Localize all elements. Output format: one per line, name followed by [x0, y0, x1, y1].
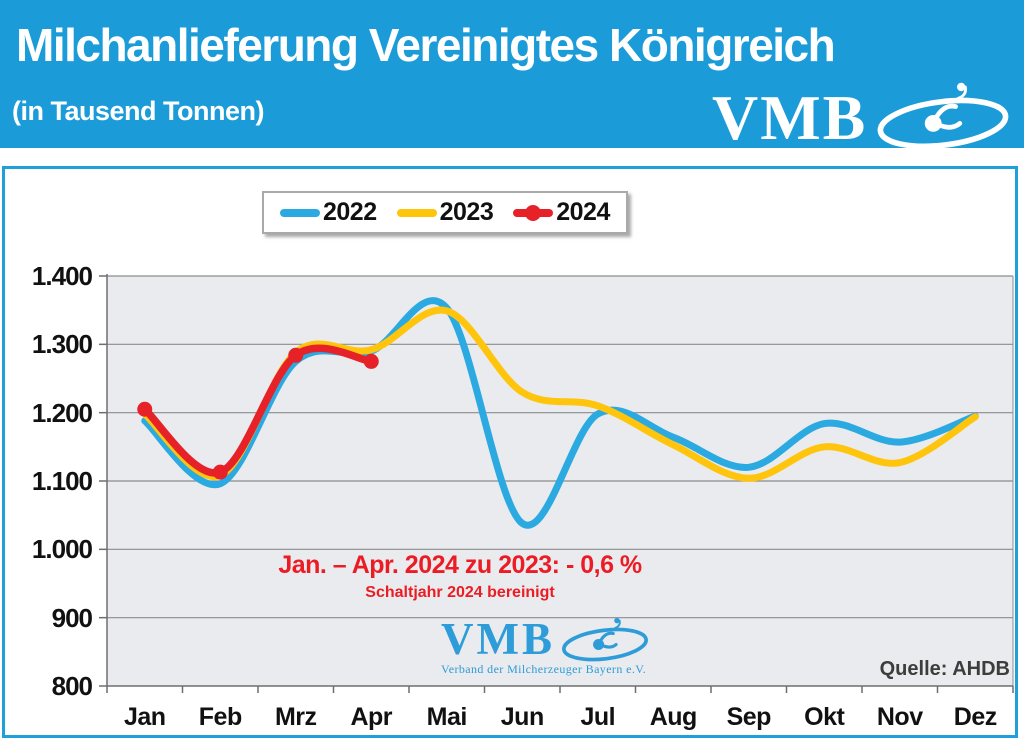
x-axis-label: Sep: [726, 703, 772, 731]
series-marker-2024: [137, 401, 153, 417]
y-axis-label: 800: [51, 671, 93, 701]
watermark-caption: Verband der Milcherzeuger Bayern e.V.: [441, 662, 647, 676]
y-axis-label: 1.400: [31, 261, 93, 291]
x-axis-label: Mrz: [274, 703, 317, 731]
y-axis-label: 1.100: [31, 466, 93, 496]
source-label: Quelle: AHDB: [879, 658, 1010, 680]
vmb-swirl-icon: [877, 82, 1009, 150]
chart-legend: 2022 2023 2024: [262, 191, 628, 234]
watermark-text: VMB: [441, 613, 555, 664]
legend-marker-dot: [525, 204, 542, 221]
series-marker-2024: [288, 347, 304, 363]
x-axis-label: Apr: [350, 703, 393, 731]
series-line-2024: [141, 344, 376, 477]
x-axis-label: Jul: [580, 703, 616, 731]
series-marker-2024: [212, 464, 228, 480]
annotation-main: Jan. – Apr. 2024 zu 2023: - 0,6 %: [278, 551, 642, 579]
legend-item-2024: 2024: [513, 198, 610, 227]
vmb-logo: VMB: [712, 80, 1013, 150]
page-subtitle: (in Tausend Tonnen): [12, 96, 264, 126]
legend-swatch-2024: [513, 204, 554, 221]
series-line-2022: [141, 297, 979, 529]
legend-label-2024: 2024: [556, 198, 610, 226]
y-axis-label: 1.200: [31, 397, 93, 428]
legend-item-2022: 2022: [280, 198, 377, 227]
legend-item-2023: 2023: [396, 198, 494, 227]
y-axis-label: 1.300: [31, 329, 93, 360]
legend-label-2023: 2023: [439, 198, 494, 226]
x-axis-label: Nov: [876, 703, 923, 731]
x-axis-label: Aug: [649, 703, 698, 731]
page-title: Milchanlieferung Vereinigtes Königreich: [16, 19, 836, 71]
legend-swatch-2022: [280, 208, 320, 217]
series-marker-2024: [363, 353, 379, 369]
x-axis-label: Okt: [804, 703, 845, 731]
chart-plot: [99, 274, 1014, 693]
vmb-logo-text: VMB: [712, 82, 868, 153]
legend-swatch-2023: [396, 208, 437, 217]
annotation-sub: Schaltjahr 2024 bereinigt: [365, 584, 555, 601]
x-axis-label: Jan: [123, 703, 166, 731]
x-axis-label: Mai: [426, 703, 468, 731]
legend-label-2022: 2022: [323, 198, 377, 226]
watermark: VMB Verband der Milcherzeuger Bayern e.V…: [441, 616, 651, 677]
x-axis-label: Jun: [500, 703, 544, 731]
x-axis-label: Dez: [953, 703, 997, 731]
y-axis-label: 1.000: [31, 534, 93, 565]
watermark-swirl-icon: [562, 617, 648, 662]
x-axis-label: Feb: [198, 703, 242, 731]
y-axis-label: 900: [51, 602, 93, 633]
header-banner: Milchanlieferung Vereinigtes Königreich …: [0, 0, 1024, 150]
